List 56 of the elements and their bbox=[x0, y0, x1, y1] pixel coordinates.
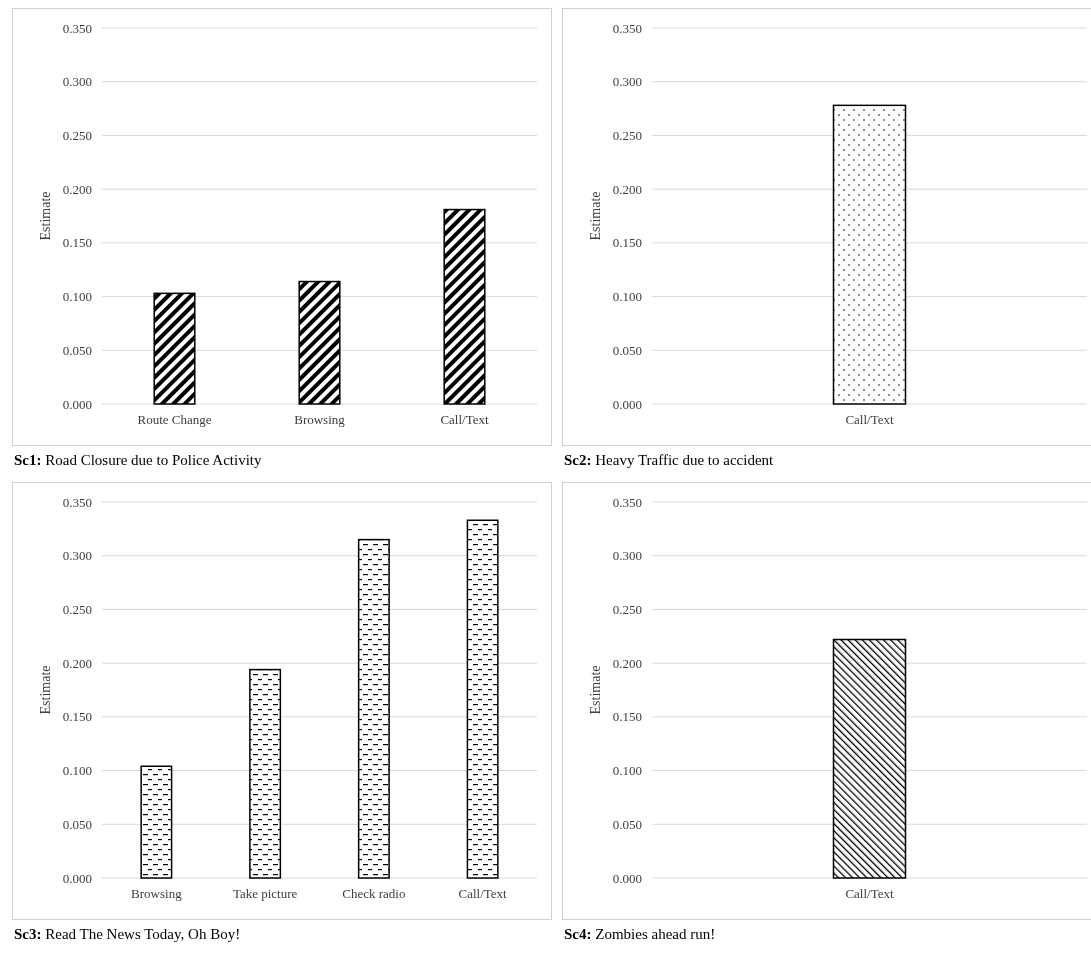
y-axis-title: Estimate bbox=[38, 665, 53, 715]
bar bbox=[357, 538, 390, 879]
x-tick-label: Browsing bbox=[294, 412, 346, 427]
y-tick-label: 0.200 bbox=[62, 655, 92, 671]
x-tick-label: Call/Text bbox=[845, 412, 894, 427]
x-tick-label: Check radio bbox=[342, 886, 406, 901]
bar bbox=[249, 668, 282, 879]
y-tick-label: 0.350 bbox=[612, 20, 642, 36]
y-tick-label: 0.000 bbox=[62, 870, 92, 886]
bar bbox=[443, 208, 486, 405]
y-tick-label: 0.100 bbox=[62, 763, 92, 779]
text: Sc1: Road Closure due to Police Activity bbox=[14, 452, 262, 468]
y-axis-title: Estimate bbox=[38, 191, 53, 241]
y-tick-label: 0.350 bbox=[62, 20, 92, 36]
y-tick-label: 0.150 bbox=[612, 709, 642, 725]
y-tick-label: 0.100 bbox=[62, 289, 92, 305]
bar bbox=[153, 292, 196, 405]
y-tick-label: 0.300 bbox=[62, 548, 92, 564]
y-tick-label: 0.150 bbox=[612, 235, 642, 251]
y-tick-label: 0.250 bbox=[612, 127, 642, 143]
y-axis-title: Estimate bbox=[588, 191, 603, 241]
y-tick-label: 0.000 bbox=[612, 870, 642, 886]
y-tick-label: 0.250 bbox=[612, 601, 642, 617]
y-tick-label: 0.100 bbox=[612, 763, 642, 779]
y-tick-label: 0.150 bbox=[62, 235, 92, 251]
y-axis-title: Estimate bbox=[588, 665, 603, 715]
text: Sc4: Zombies ahead run! bbox=[564, 926, 716, 942]
bar bbox=[466, 519, 499, 879]
x-tick-label: Call/Text bbox=[845, 886, 894, 901]
y-tick-label: 0.050 bbox=[62, 342, 92, 358]
y-tick-label: 0.000 bbox=[62, 396, 92, 412]
y-tick-label: 0.200 bbox=[62, 181, 92, 197]
y-tick-label: 0.050 bbox=[62, 816, 92, 832]
y-tick-label: 0.150 bbox=[62, 709, 92, 725]
x-tick-label: Take picture bbox=[232, 886, 298, 901]
y-tick-label: 0.250 bbox=[62, 127, 92, 143]
y-tick-label: 0.250 bbox=[62, 601, 92, 617]
x-tick-label: Browsing bbox=[131, 886, 183, 901]
y-tick-label: 0.300 bbox=[612, 548, 642, 564]
y-tick-label: 0.350 bbox=[612, 494, 642, 510]
y-tick-label: 0.350 bbox=[62, 494, 92, 510]
y-tick-label: 0.050 bbox=[612, 342, 642, 358]
y-tick-label: 0.050 bbox=[612, 816, 642, 832]
y-tick-label: 0.200 bbox=[612, 655, 642, 671]
x-tick-label: Call/Text bbox=[458, 886, 508, 901]
y-tick-label: 0.300 bbox=[612, 74, 642, 90]
x-tick-label: Route Change bbox=[137, 412, 212, 427]
bar bbox=[298, 280, 341, 405]
y-tick-label: 0.300 bbox=[62, 74, 92, 90]
y-tick-label: 0.100 bbox=[612, 289, 642, 305]
bar bbox=[140, 765, 173, 879]
y-tick-label: 0.200 bbox=[612, 181, 642, 197]
text: Sc3: Read The News Today, Oh Boy! bbox=[14, 926, 241, 942]
y-tick-label: 0.000 bbox=[612, 396, 642, 412]
x-tick-label: Call/Text bbox=[440, 412, 489, 427]
text: Sc2: Heavy Traffic due to accident bbox=[564, 452, 775, 468]
